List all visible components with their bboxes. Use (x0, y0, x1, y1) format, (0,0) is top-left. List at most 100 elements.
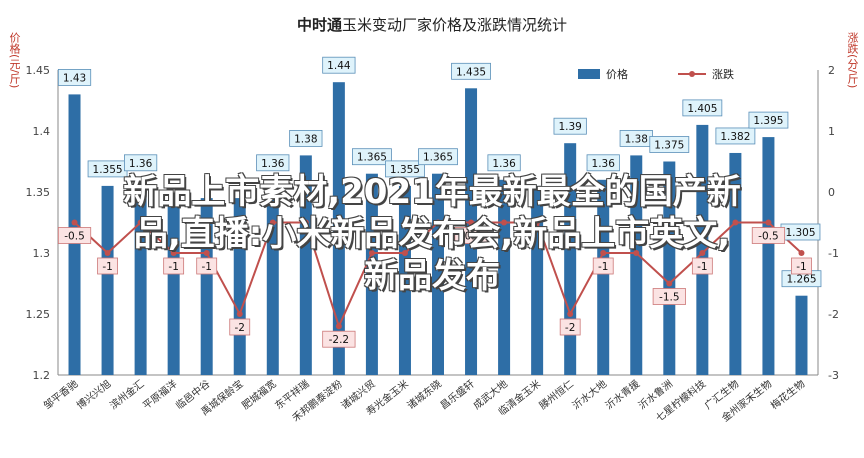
bar (663, 161, 676, 375)
legend-label-change: 涨跌 (712, 67, 734, 81)
line-value-label-box (196, 257, 218, 275)
bar (200, 198, 213, 375)
bar-value-label: 1.395 (753, 115, 783, 127)
chart-title: 中时通玉米变动厂家价格及涨跌情况统计 (0, 14, 864, 35)
line-point (203, 250, 210, 256)
line-value-label-box (57, 227, 92, 244)
bar-value-label-box (586, 154, 620, 172)
line-point (765, 219, 772, 226)
line-point (302, 219, 309, 226)
line-value-label: -1 (697, 261, 707, 273)
bar (696, 124, 709, 376)
x-tick-label: 平原福洋 (140, 377, 180, 412)
bar-value-label: 1.355 (390, 164, 420, 176)
line-value-label-box (229, 318, 251, 336)
line-value-label: -2.2 (329, 334, 350, 346)
left-tick-label: 1.4 (33, 125, 51, 138)
bar-value-label: 1.38 (294, 133, 317, 145)
right-tick-label: 1 (828, 125, 835, 138)
bar-value-label-box (256, 154, 290, 172)
right-tick-label: -3 (828, 369, 839, 382)
line-value-label: -1 (796, 261, 806, 273)
line-value-label: -0.5 (461, 231, 482, 243)
line-point (435, 219, 441, 226)
bar (167, 204, 180, 375)
bar-value-label: 1.36 (592, 158, 616, 170)
line-value-label: -1.5 (659, 292, 680, 304)
line-value-label: -1 (168, 261, 178, 273)
line-point (269, 219, 276, 226)
line-point (137, 219, 144, 226)
bar-value-label-box (451, 62, 491, 80)
line-value-label: -2 (234, 322, 244, 334)
left-tick-label: 1.35 (26, 186, 51, 199)
x-tick-label: 沂水大地 (570, 377, 610, 412)
line-value-label-box (97, 257, 118, 275)
line-point (468, 219, 475, 226)
line-value-label-box (559, 318, 581, 336)
line-point (401, 250, 408, 256)
bar-value-label-box (715, 127, 756, 145)
bar-value-label-box (124, 154, 158, 172)
bar-value-label-box (352, 148, 392, 166)
bar (795, 295, 808, 375)
line-value-label-box (791, 257, 812, 275)
bar-value-label: 1.36 (261, 158, 285, 170)
bar (762, 137, 775, 375)
x-tick-label: 滕州恒仁 (536, 377, 576, 412)
right-tick-label: -2 (828, 308, 839, 321)
line-point (633, 250, 640, 256)
bar (398, 185, 411, 375)
line-value-label: -2 (565, 322, 575, 334)
line-point (732, 219, 739, 226)
overlay-text-line-1: 新品上市素材,2021年最新最全的国产新 (123, 172, 741, 212)
left-tick-label: 1.2 (33, 369, 51, 382)
bar-value-label-box (553, 117, 587, 135)
bar (597, 179, 610, 375)
line-point (104, 250, 111, 256)
x-tick-label: 邹平香驰 (41, 377, 81, 412)
overlay-text-line-2: 品,直播:小米新品发布会,新品上市英文, (133, 214, 731, 254)
legend-swatch-price (578, 69, 600, 79)
bar-value-label-box (57, 69, 92, 86)
bar-value-label: 1.36 (129, 158, 153, 170)
left-tick-label: 1.3 (33, 247, 51, 260)
line-value-label-box (691, 257, 713, 275)
line-point (798, 250, 805, 256)
line-value-label-box (322, 330, 356, 348)
bar (101, 185, 114, 375)
line-value-label: -0.5 (64, 231, 85, 243)
right-tick-label: 2 (828, 64, 835, 77)
right-tick-label: 0 (828, 186, 835, 199)
line-point (335, 323, 342, 330)
bar (365, 173, 378, 375)
left-axis-unit: 价格(元/斤) (8, 32, 21, 89)
bar-value-label: 1.382 (720, 131, 750, 143)
line-value-label: -1 (598, 261, 608, 273)
line-point (501, 219, 508, 226)
bar-value-label-box (649, 136, 690, 153)
right-tick-label: -1 (828, 247, 839, 260)
line-point (170, 250, 177, 256)
line-value-label: -1 (201, 261, 211, 273)
line-point (567, 311, 574, 317)
bar-value-label: 1.43 (63, 72, 86, 84)
line-point (534, 219, 541, 226)
bar-value-label-box (322, 56, 356, 74)
legend-marker-change (689, 71, 695, 77)
line-point (236, 311, 243, 317)
bar (332, 82, 345, 375)
bar (630, 155, 643, 375)
bar-value-label: 1.36 (492, 158, 516, 170)
x-tick-label: 沂水青援 (603, 377, 643, 412)
bar (498, 179, 511, 375)
x-tick-label: 昌乐盛轩 (437, 377, 477, 412)
line-value-label-box (751, 227, 786, 244)
line-value-label-box (592, 257, 614, 275)
bar-value-label: 1.405 (687, 103, 717, 115)
line-point (600, 250, 607, 256)
bar-value-label: 1.38 (625, 133, 648, 145)
line-value-label: -0.5 (758, 231, 779, 243)
bar-value-label: 1.44 (327, 60, 351, 72)
